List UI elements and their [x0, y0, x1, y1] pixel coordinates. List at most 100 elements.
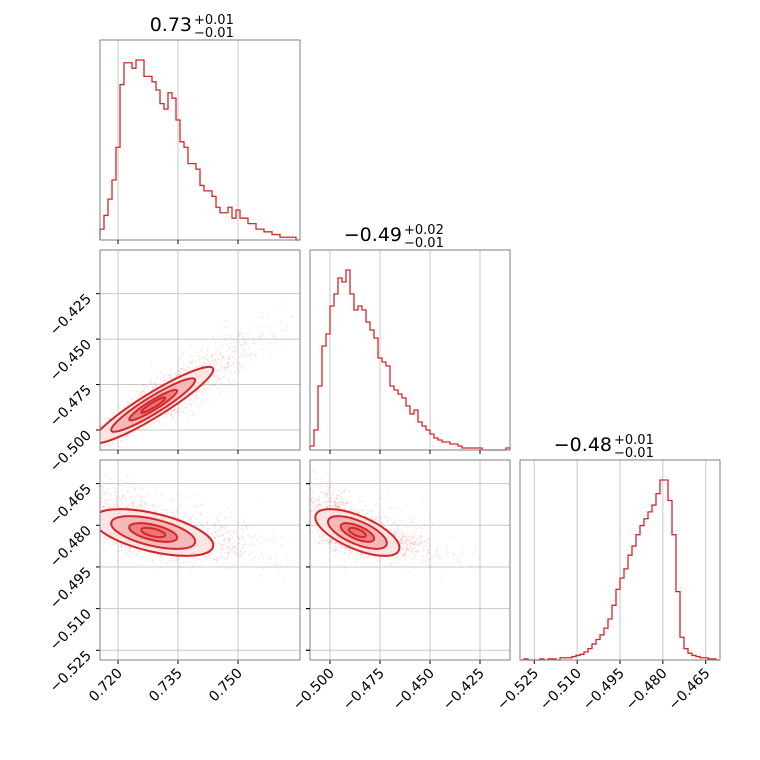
scatter-point	[343, 567, 346, 570]
scatter-point	[190, 517, 192, 519]
scatter-point	[324, 497, 327, 499]
scatter-point	[121, 496, 124, 499]
scatter-point	[273, 536, 276, 539]
scatter-point	[82, 460, 84, 462]
scatter-point	[225, 362, 228, 365]
scatter-point	[160, 512, 162, 514]
scatter-point	[226, 547, 229, 549]
scatter-point	[236, 340, 239, 343]
contour-line-level	[110, 377, 197, 433]
scatter-point	[229, 544, 232, 547]
scatter-point	[335, 548, 338, 551]
scatter-point	[198, 364, 200, 367]
scatter-point	[128, 546, 131, 549]
scatter-point	[162, 499, 165, 502]
scatter-point	[361, 509, 364, 512]
scatter-point	[120, 440, 123, 442]
scatter-point	[219, 376, 222, 379]
scatter-point	[95, 538, 97, 540]
scatter-point	[114, 410, 116, 413]
scatter-point	[213, 548, 216, 551]
scatter-point	[405, 538, 408, 541]
scatter-point	[343, 490, 346, 493]
scatter-point	[154, 510, 156, 512]
scatter-point	[382, 523, 384, 526]
scatter-point	[238, 371, 241, 374]
scatter-point	[378, 514, 381, 517]
scatter-point	[273, 309, 276, 311]
scatter-point	[273, 335, 276, 337]
scatter-point	[409, 542, 412, 545]
scatter-point	[206, 381, 209, 384]
scatter-point	[340, 503, 343, 506]
scatter-point	[144, 384, 147, 386]
panel-frame	[99, 249, 301, 451]
scatter-point	[273, 564, 276, 567]
scatter-point	[214, 376, 216, 379]
scatter-point	[242, 546, 244, 549]
scatter-point	[218, 354, 220, 357]
scatter-point	[191, 366, 194, 369]
scatter-point	[191, 413, 194, 416]
scatter-point	[161, 375, 164, 378]
scatter-point	[84, 503, 86, 505]
scatter-point	[89, 451, 91, 453]
scatter-point	[185, 413, 188, 416]
panel-frame	[99, 459, 301, 661]
scatter-point	[165, 380, 168, 383]
scatter-point	[143, 392, 146, 394]
scatter-point	[221, 365, 223, 367]
scatter-point	[97, 516, 99, 518]
scatter-point	[159, 554, 162, 557]
scatter-point	[327, 488, 330, 491]
scatter-point	[374, 518, 377, 521]
scatter-point	[120, 503, 123, 506]
scatter-point	[235, 345, 238, 348]
scatter-point	[313, 471, 316, 473]
scatter-point	[339, 506, 342, 509]
scatter-point	[345, 501, 348, 504]
scatter-point	[241, 536, 244, 539]
scatter-point	[402, 547, 405, 550]
scatter-point	[143, 387, 146, 390]
scatter-point	[358, 498, 361, 501]
scatter-point	[175, 410, 178, 413]
scatter-point	[141, 503, 144, 505]
scatter-point	[173, 515, 176, 518]
scatter-point	[170, 557, 173, 559]
scatter-point	[214, 367, 217, 370]
scatter-point	[108, 418, 110, 420]
scatter-point	[106, 487, 109, 490]
scatter-point	[315, 531, 318, 534]
scatter-point	[106, 499, 109, 502]
scatter-point	[274, 553, 277, 556]
scatter-point	[322, 534, 325, 537]
x-tick-label: −0.495	[580, 666, 628, 714]
scatter-point	[176, 511, 179, 514]
scatter-point	[225, 532, 228, 534]
scatter-point	[401, 542, 404, 545]
scatter-point	[411, 548, 414, 550]
scatter-point	[202, 388, 205, 391]
scatter-point	[407, 555, 410, 558]
scatter-point	[216, 534, 219, 536]
scatter-point	[225, 364, 228, 367]
scatter-point	[333, 550, 336, 552]
scatter-point	[220, 555, 223, 557]
scatter-point	[338, 507, 341, 510]
scatter-point	[411, 521, 414, 524]
scatter-point	[120, 543, 123, 545]
scatter-point	[115, 504, 118, 507]
scatter-point	[290, 541, 292, 544]
scatter-point	[350, 505, 353, 508]
scatter-point	[400, 531, 402, 533]
scatter-point	[105, 444, 108, 447]
scatter-point	[339, 544, 342, 547]
scatter-point	[87, 450, 89, 452]
scatter-point	[155, 505, 158, 508]
scatter-point	[233, 531, 235, 534]
scatter-point	[435, 550, 438, 553]
scatter-point	[343, 503, 346, 506]
scatter-point	[270, 332, 272, 335]
